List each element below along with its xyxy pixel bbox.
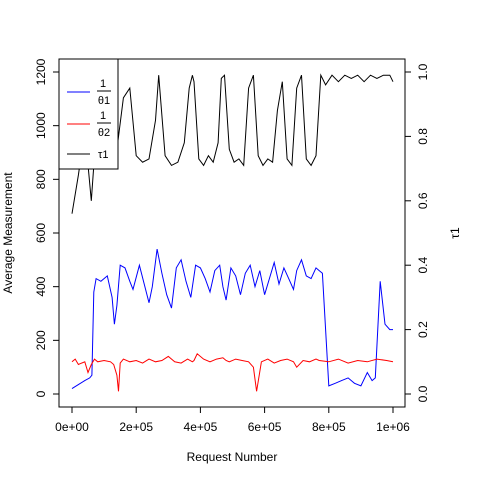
series-line-2 (71, 73, 394, 214)
x-tick-label: 4e+05 (184, 420, 218, 434)
legend: 1 θ1 1 θ2 τ1 (58, 58, 119, 170)
y-tick-label-right: 1.0 (416, 63, 430, 80)
y-axis-label-left: Average Measurement (1, 172, 15, 294)
legend-label-denominator: θ1 (98, 95, 110, 107)
y-tick-label-right: 0.6 (416, 192, 430, 209)
y-tick-label-right: 0.8 (416, 128, 430, 145)
x-tick-label: 2e+05 (119, 420, 153, 434)
x-tick-label: 8e+05 (312, 420, 346, 434)
legend-label-denominator: θ2 (98, 127, 110, 139)
y-tick-label-left: 600 (34, 223, 48, 243)
y-tick-label-left: 1200 (34, 58, 48, 85)
y-tick-label-left: 0 (34, 390, 48, 397)
x-tick-label: 6e+05 (248, 420, 282, 434)
y-tick-label-right: 0.2 (416, 321, 430, 338)
legend-box (58, 58, 119, 170)
y-tick-label-left: 1000 (34, 112, 48, 139)
y-axis-label-right: τ1 (448, 227, 462, 239)
y-tick-label-left: 800 (34, 169, 48, 189)
legend-label: τ1 (98, 149, 108, 161)
y-tick-label-right: 0.4 (416, 257, 430, 274)
x-tick-label: 0e+00 (55, 420, 89, 434)
y-tick-label-left: 200 (34, 330, 48, 350)
y-tick-label-left: 400 (34, 276, 48, 296)
legend-label-numerator: 1 (100, 78, 106, 90)
series-line-0 (71, 249, 393, 390)
series-layer (71, 73, 394, 392)
y-tick-label-right: 0.0 (416, 385, 430, 402)
x-tick-label: 1e+06 (376, 420, 410, 434)
x-axis-label: Request Number (187, 450, 278, 464)
series-line-1 (71, 353, 394, 392)
axis-layer: 0e+00 2e+05 4e+05 6e+05 8e+05 1e+06 0 200 400 600… (34, 58, 430, 434)
legend-label-numerator: 1 (100, 110, 106, 122)
